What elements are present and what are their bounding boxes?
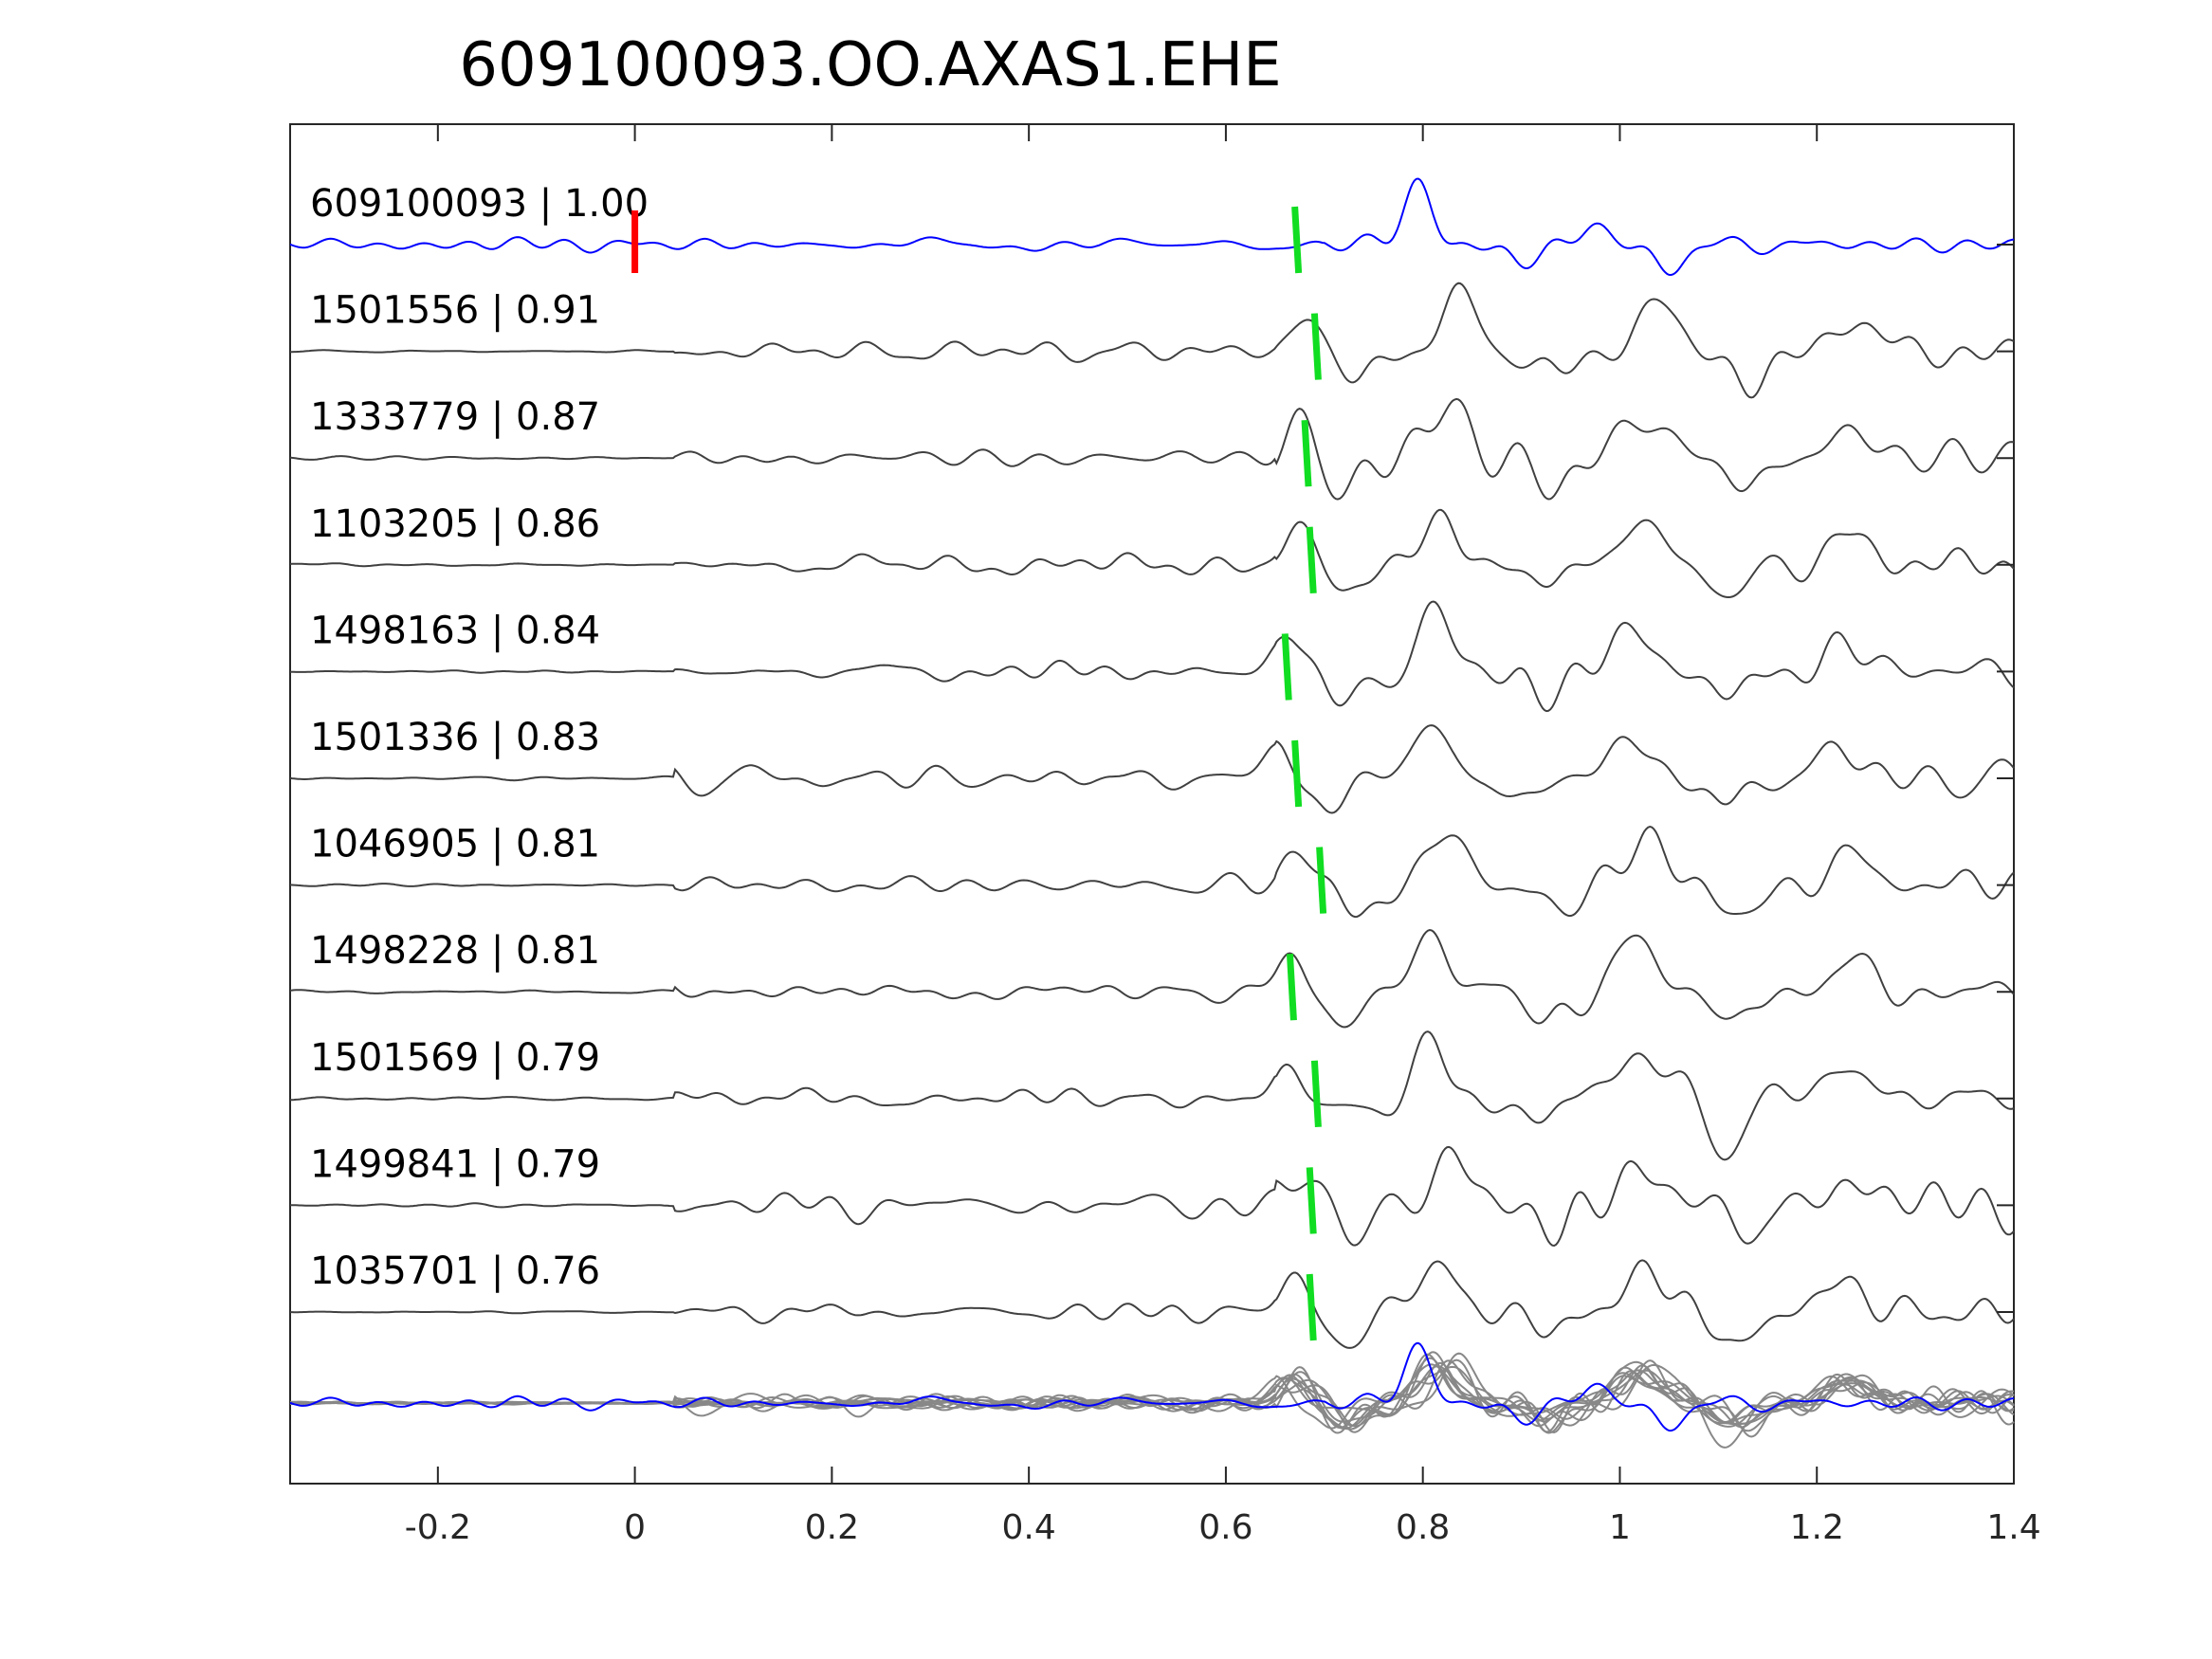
x-tick-label: 0.4 (1002, 1508, 1056, 1547)
trace-labels: 609100093 | 1.00 1501556 | 0.91 1333779 | … (310, 182, 649, 1293)
trace-label: 1501556 | 0.91 (310, 289, 600, 333)
neighbor-trace-line (290, 1259, 2015, 1349)
trace-stack (289, 177, 2015, 1349)
overlay-neighbor-line (290, 1353, 2015, 1449)
x-tick-label: 1 (1609, 1508, 1631, 1547)
pick-marker (1281, 633, 1292, 701)
trace-label: 1498228 | 0.81 (310, 929, 600, 973)
trace-label: 1035701 | 0.76 (310, 1249, 600, 1293)
neighbor-trace-line (289, 724, 2015, 814)
trace-label: 1046905 | 0.81 (310, 823, 600, 866)
pick-marker (1306, 1167, 1317, 1234)
neighbor-trace-line (290, 1145, 2015, 1248)
pick-markers (631, 206, 1327, 1341)
plot-area-frame (289, 123, 2015, 1485)
pick-marker (1306, 1273, 1317, 1341)
x-tick-label: 0.8 (1396, 1508, 1450, 1547)
trace-label: 609100093 | 1.00 (310, 182, 649, 226)
neighbor-trace-line (289, 397, 2015, 501)
pick-marker (1286, 954, 1297, 1021)
trace-label: 1333779 | 0.87 (310, 395, 600, 439)
pick-marker (1310, 1060, 1322, 1127)
pick-marker (1316, 847, 1327, 914)
x-axis: -0.2 0 0.2 0.4 0.6 0.8 1 1.2 1.4 (405, 124, 2041, 1547)
trace-label: 1499841 | 0.79 (310, 1142, 600, 1186)
target-trace-line (289, 177, 2015, 277)
trace-label: 1498163 | 0.84 (310, 609, 600, 652)
neighbor-trace-line (290, 282, 2015, 399)
x-tick-label: 1.2 (1790, 1508, 1844, 1547)
neighbor-trace-line (289, 508, 2015, 599)
trace-label: 1501336 | 0.83 (310, 716, 600, 759)
neighbor-trace-line (289, 825, 2015, 919)
pick-marker (1291, 206, 1303, 274)
trace-label: 1103205 | 0.86 (310, 502, 600, 546)
overlay-neighbor-line (289, 1358, 2015, 1434)
trace-label: 1501569 | 0.79 (310, 1036, 600, 1080)
pick-marker (1291, 739, 1303, 808)
pick-marker (1310, 313, 1322, 380)
neighbor-trace-line (290, 1030, 2015, 1161)
x-tick-label: 0.2 (805, 1508, 859, 1547)
chart-title: 609100093.OO.AXAS1.EHE (459, 30, 1281, 100)
neighbor-trace-line (289, 928, 2015, 1029)
overlay-target-line (289, 1341, 2015, 1432)
overlay-neighbor-line (290, 1359, 2015, 1428)
x-tick-label: 1.4 (1986, 1508, 2040, 1547)
pick-marker (1301, 420, 1312, 487)
overlay-neighbor-line (290, 1364, 2015, 1431)
x-tick-label: -0.2 (405, 1508, 471, 1547)
x-tick-label: 0.6 (1198, 1508, 1252, 1547)
x-tick-label: 0 (624, 1508, 646, 1547)
pick-marker (1306, 526, 1317, 593)
overlay-traces (289, 1341, 2015, 1449)
neighbor-trace-line (290, 600, 2015, 713)
